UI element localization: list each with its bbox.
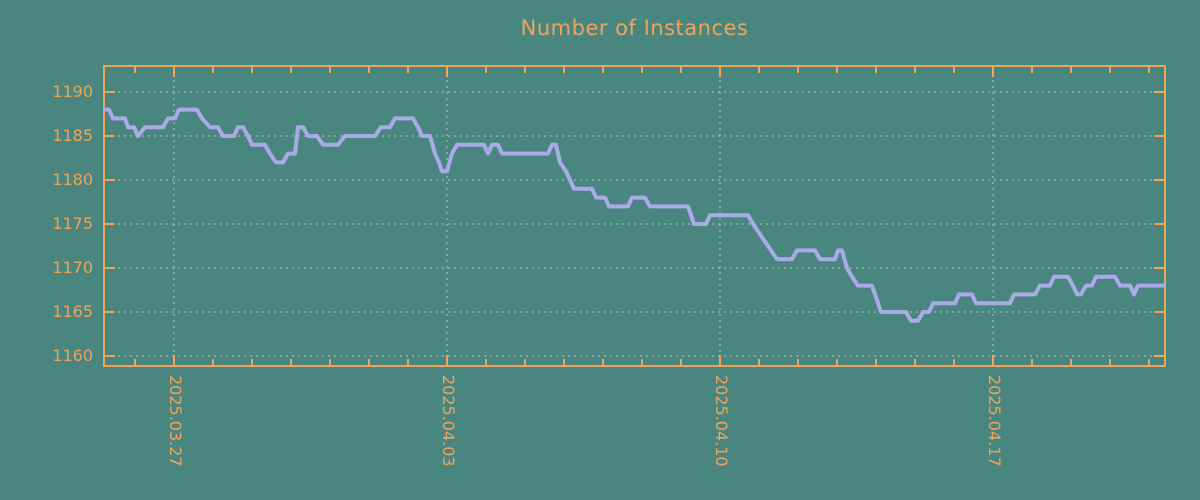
- x-tick-label: 2025.04.03: [439, 375, 458, 467]
- data-series-line: [104, 107, 1165, 323]
- plot-border: [103, 65, 1166, 367]
- y-tick-label: 1185: [52, 126, 93, 145]
- y-tick-label: 1190: [52, 82, 93, 101]
- y-tick-label: 1180: [52, 170, 93, 189]
- y-tick-label: 1160: [52, 346, 93, 365]
- x-tick-label: 2025.04.10: [712, 375, 731, 467]
- y-tick-label: 1170: [52, 258, 93, 277]
- chart-title: Number of Instances: [520, 16, 749, 40]
- x-tick-label: 2025.03.27: [166, 375, 185, 467]
- y-tick-label: 1175: [52, 214, 93, 233]
- y-tick-label: 1165: [52, 302, 93, 321]
- x-tick-label: 2025.04.17: [985, 375, 1004, 467]
